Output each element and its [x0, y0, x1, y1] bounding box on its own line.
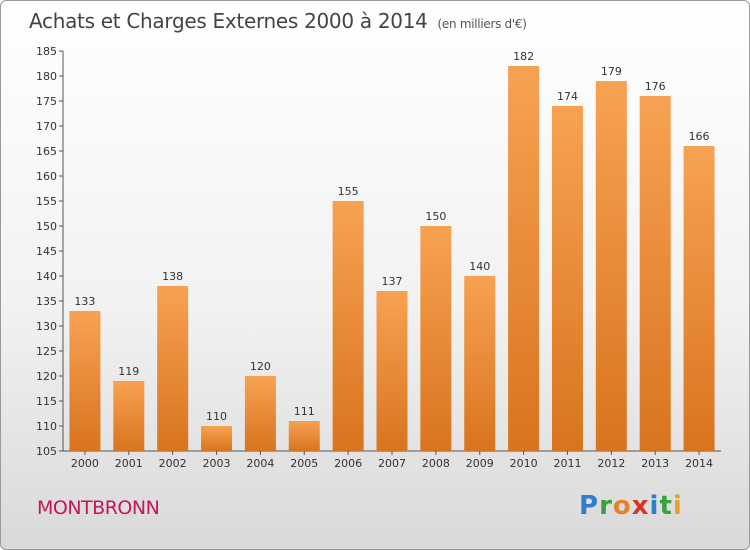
- x-tick-label-2006: 2006: [334, 457, 362, 470]
- y-tick-label: 115: [36, 395, 57, 408]
- bar-2003: [201, 426, 233, 451]
- data-label-2007: 137: [382, 275, 403, 288]
- data-label-2005: 111: [294, 405, 315, 418]
- y-tick-label: 110: [36, 420, 57, 433]
- bar-2008: [420, 226, 452, 451]
- y-tick-label: 150: [36, 220, 57, 233]
- data-label-2014: 166: [689, 130, 710, 143]
- city-name: MONTBRONN: [37, 497, 160, 519]
- x-tick-label-2008: 2008: [422, 457, 450, 470]
- bar-2002: [157, 286, 189, 451]
- x-tick-label-2003: 2003: [203, 457, 231, 470]
- proxiti-logo[interactable]: Proxiti: [579, 491, 683, 521]
- chart-bars: 133 119 138 110 120 111 155 137 150 140 182 174 179 1…: [69, 50, 715, 451]
- x-tick-label-2001: 2001: [115, 457, 143, 470]
- y-tick-label: 185: [36, 45, 57, 58]
- bar-2012: [595, 81, 627, 451]
- y-tick-label: 165: [36, 145, 57, 158]
- y-tick-label: 180: [36, 70, 57, 83]
- x-tick-label-2011: 2011: [553, 457, 581, 470]
- chart-subtitle: (en milliers d'€): [437, 17, 527, 31]
- y-tick-label: 160: [36, 170, 57, 183]
- data-label-2008: 150: [425, 210, 446, 223]
- data-label-2000: 133: [74, 295, 95, 308]
- x-tick-label-2000: 2000: [71, 457, 99, 470]
- bar-2013: [639, 96, 671, 451]
- y-tick-label: 125: [36, 345, 57, 358]
- data-label-2013: 176: [645, 80, 666, 93]
- x-tick-label-2009: 2009: [466, 457, 494, 470]
- y-tick-label: 170: [36, 120, 57, 133]
- x-tick-label-2010: 2010: [510, 457, 538, 470]
- x-tick-label-2005: 2005: [290, 457, 318, 470]
- y-tick-label: 105: [36, 445, 57, 458]
- x-tick-label-2002: 2002: [159, 457, 187, 470]
- data-label-2012: 179: [601, 65, 622, 78]
- data-label-2010: 182: [513, 50, 534, 63]
- chart-axes: 105 110 115 120 125 130 135 140 145 150 155 160 165 1…: [36, 45, 721, 470]
- y-tick-label: 175: [36, 95, 57, 108]
- bar-2014: [683, 146, 715, 451]
- data-label-2011: 174: [557, 90, 578, 103]
- y-tick-label: 145: [36, 245, 57, 258]
- bar-2000: [69, 311, 101, 451]
- data-label-2009: 140: [469, 260, 490, 273]
- x-tick-label-2007: 2007: [378, 457, 406, 470]
- y-tick-label: 130: [36, 320, 57, 333]
- bar-2004: [244, 376, 276, 451]
- x-tick-label-2013: 2013: [641, 457, 669, 470]
- data-label-2004: 120: [250, 360, 271, 373]
- bar-2010: [508, 66, 540, 451]
- bar-2001: [113, 381, 145, 451]
- bar-2007: [376, 291, 408, 451]
- bar-2005: [288, 421, 320, 451]
- bar-2011: [551, 106, 583, 451]
- data-label-2003: 110: [206, 410, 227, 423]
- y-tick-label: 120: [36, 370, 57, 383]
- chart-title-text: Achats et Charges Externes 2000 à 2014: [29, 9, 428, 33]
- y-tick-label: 135: [36, 295, 57, 308]
- y-tick-label: 140: [36, 270, 57, 283]
- bar-2006: [332, 201, 364, 451]
- bar-2009: [464, 276, 496, 451]
- x-tick-label-2004: 2004: [246, 457, 274, 470]
- x-tick-label-2012: 2012: [597, 457, 625, 470]
- data-label-2001: 119: [118, 365, 139, 378]
- x-tick-label-2014: 2014: [685, 457, 713, 470]
- y-tick-label: 155: [36, 195, 57, 208]
- data-label-2006: 155: [338, 185, 359, 198]
- chart-title: Achats et Charges Externes 2000 à 2014 (e…: [29, 9, 527, 33]
- data-label-2002: 138: [162, 270, 183, 283]
